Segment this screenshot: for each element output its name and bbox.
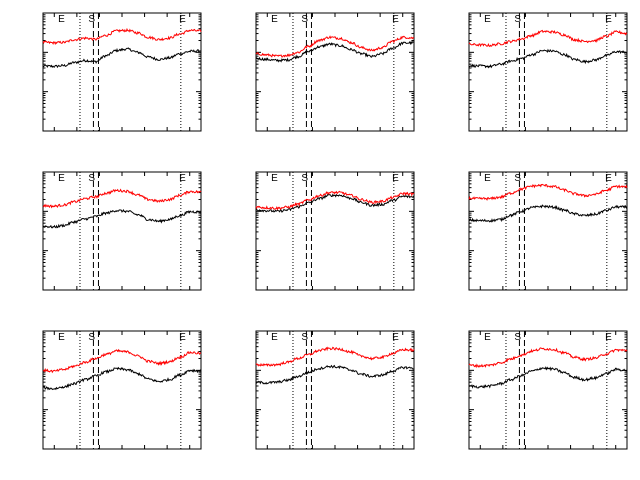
marker-s: S	[514, 14, 521, 25]
plot-frame	[468, 330, 628, 450]
marker-e: E	[271, 332, 278, 343]
series-line-events	[468, 204, 628, 223]
marker-e: E	[605, 332, 612, 343]
series-line-lld	[42, 27, 202, 46]
marker-e: E	[271, 14, 278, 25]
series-line-lld	[255, 190, 415, 211]
chart-panel-6: E ES	[468, 171, 628, 291]
marker-e: E	[605, 173, 612, 184]
plot-frame	[42, 171, 202, 291]
series-line-events	[255, 40, 415, 63]
marker-e: E	[484, 14, 491, 25]
series-line-events	[468, 366, 628, 389]
marker-s: S	[301, 173, 308, 184]
marker-e: E	[484, 332, 491, 343]
marker-e: E	[58, 14, 65, 25]
marker-s: S	[88, 332, 95, 343]
plot-frame	[42, 330, 202, 450]
chart-panel-9: E ES	[468, 330, 628, 450]
series-line-lld	[255, 35, 415, 58]
marker-e: E	[271, 173, 278, 184]
marker-e: E	[179, 14, 186, 25]
marker-s: S	[301, 332, 308, 343]
series-line-events	[42, 47, 202, 69]
plot-frame	[468, 171, 628, 291]
series-line-lld	[42, 188, 202, 209]
marker-e: E	[484, 173, 491, 184]
series-line-lld	[42, 348, 202, 374]
chart-panel-8: E ES	[255, 330, 415, 450]
chart-panel-5: E ES	[255, 171, 415, 291]
series-line-events	[256, 193, 415, 213]
marker-e: E	[392, 332, 399, 343]
plot-frame	[255, 171, 415, 291]
marker-e: E	[179, 332, 186, 343]
marker-e: E	[58, 332, 65, 343]
chart-panel-1: E ES	[42, 12, 202, 132]
marker-e: E	[392, 173, 399, 184]
chart-panel-3: E ES	[468, 12, 628, 132]
series-line-events	[42, 209, 202, 229]
series-line-events	[43, 366, 202, 391]
marker-s: S	[88, 14, 95, 25]
plot-frame	[255, 12, 415, 132]
series-line-lld	[468, 183, 628, 201]
series-line-events	[468, 48, 628, 69]
marker-s: S	[88, 173, 95, 184]
series-line-lld	[255, 346, 415, 367]
marker-s: S	[301, 14, 308, 25]
series-line-lld	[468, 347, 628, 369]
series-line-events	[255, 364, 415, 385]
marker-e: E	[179, 173, 186, 184]
series-line-lld	[468, 29, 628, 48]
marker-e: E	[58, 173, 65, 184]
chart-panel-4: E ES	[42, 171, 202, 291]
chart-panel-2: E ES	[255, 12, 415, 132]
marker-s: S	[514, 332, 521, 343]
marker-e: E	[392, 14, 399, 25]
chart-panel-7: E ES	[42, 330, 202, 450]
marker-e: E	[605, 14, 612, 25]
marker-s: S	[514, 173, 521, 184]
